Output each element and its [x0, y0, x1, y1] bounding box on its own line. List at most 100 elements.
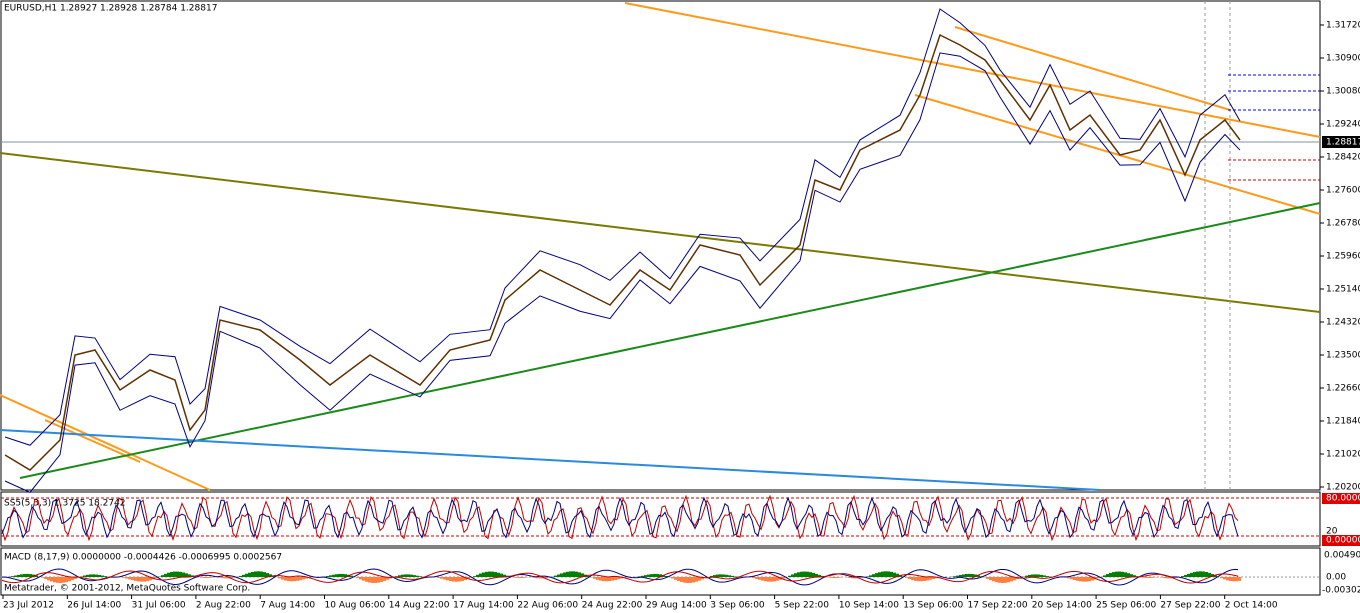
histogram-bar: [995, 577, 998, 583]
histogram-bar: [554, 575, 557, 577]
histogram-bar: [848, 577, 851, 578]
histogram-bar: [557, 574, 560, 577]
histogram-bar: [1145, 577, 1148, 578]
histogram-bar: [446, 577, 449, 581]
histogram-bar: [437, 577, 440, 578]
histogram-bar: [1187, 573, 1190, 577]
histogram-bar: [761, 577, 764, 581]
histogram-bar: [1088, 577, 1091, 582]
histogram-bar: [221, 577, 224, 579]
histogram-bar: [239, 575, 242, 577]
histogram-bar: [185, 573, 188, 577]
histogram-bar: [1160, 577, 1163, 578]
histogram-bar: [449, 577, 452, 582]
price-label: 1.20200: [1326, 483, 1360, 493]
histogram-bar: [614, 577, 617, 580]
histogram-bar: [860, 577, 863, 578]
histogram-bar: [65, 577, 68, 583]
macd-pane: [0, 547, 1321, 596]
histogram-bar: [359, 577, 362, 580]
histogram-bar: [356, 577, 359, 579]
histogram-bar: [1181, 576, 1184, 577]
histogram-bar: [1037, 574, 1040, 577]
macd-title: MACD (8,17,9) 0.0000000 -0.0004426 -0.00…: [4, 553, 282, 563]
histogram-bar: [869, 575, 872, 577]
histogram-bar: [884, 571, 887, 577]
histogram-bar: [1130, 574, 1133, 577]
histogram-bar: [1202, 571, 1205, 577]
histogram-bar: [644, 575, 647, 577]
histogram-bar: [1133, 575, 1136, 577]
histogram-bar: [41, 577, 44, 578]
histogram-bar: [1031, 574, 1034, 577]
histogram-bar: [293, 577, 296, 582]
histogram-bar: [929, 577, 932, 580]
histogram-bar: [680, 577, 683, 582]
histogram-bar: [908, 577, 911, 580]
histogram-bar: [1046, 576, 1049, 577]
histogram-bar: [467, 577, 470, 579]
current-price-box: [1322, 136, 1360, 148]
histogram-bar: [83, 575, 86, 577]
histogram-bar: [11, 576, 14, 577]
macd-histogram: [2, 571, 1241, 583]
histogram-bar: [335, 574, 338, 577]
histogram-bar: [95, 574, 98, 577]
histogram-bar: [149, 577, 152, 581]
time-label: 31 Jul 06:00: [132, 601, 186, 611]
histogram-bar: [155, 577, 158, 578]
histogram-bar: [758, 577, 761, 580]
histogram-bar: [404, 574, 407, 577]
histogram-bar: [206, 577, 209, 579]
histogram-bar: [23, 573, 26, 577]
histogram-bar: [638, 576, 641, 577]
histogram-bar: [302, 577, 305, 580]
histogram-bar: [305, 577, 308, 579]
copyright: Metatrader, © 2001-2012, MetaQuotes Soft…: [4, 584, 250, 594]
histogram-bar: [956, 575, 959, 577]
histogram-bar: [440, 577, 443, 579]
histogram-bar: [386, 577, 389, 580]
histogram-bar: [194, 576, 197, 577]
histogram-bar: [899, 575, 902, 577]
histogram-bar: [419, 576, 422, 577]
histogram-bar: [1196, 571, 1199, 577]
histogram-bar: [374, 577, 377, 583]
main-pane: [0, 0, 1321, 491]
histogram-bar: [938, 577, 941, 578]
histogram-bar: [917, 577, 920, 582]
histogram-bar: [1013, 577, 1016, 581]
histogram-bar: [896, 573, 899, 577]
histogram-bar: [992, 577, 995, 582]
histogram-bar: [101, 575, 104, 577]
histogram-bar: [809, 572, 812, 577]
histogram-bar: [656, 573, 659, 577]
time-label: 10 Sep 14:00: [839, 601, 899, 611]
histogram-bar: [479, 573, 482, 577]
histogram-bar: [833, 577, 836, 579]
histogram-bar: [983, 577, 986, 578]
histogram-bar: [569, 571, 572, 577]
histogram-bar: [533, 577, 536, 578]
histogram-bar: [914, 577, 917, 581]
histogram-bar: [641, 575, 644, 577]
histogram-bar: [164, 573, 167, 577]
histogram-bar: [272, 575, 275, 577]
histogram-bar: [1148, 577, 1151, 579]
histogram-bar: [494, 572, 497, 577]
histogram-bar: [911, 577, 914, 581]
histogram-bar: [173, 571, 176, 577]
histogram-bar: [326, 575, 329, 577]
histogram-bar: [767, 577, 770, 582]
histogram-bar: [1121, 571, 1124, 577]
histogram-bar: [254, 571, 257, 577]
histogram-bar: [854, 577, 857, 579]
histogram-bar: [182, 572, 185, 577]
histogram-bar: [665, 575, 668, 577]
histogram-bar: [209, 577, 212, 578]
histogram-bar: [1076, 577, 1079, 581]
histogram-bar: [683, 577, 686, 583]
price-label: 1.24320: [1326, 318, 1360, 328]
histogram-bar: [1214, 575, 1217, 577]
histogram-bar: [251, 571, 254, 577]
